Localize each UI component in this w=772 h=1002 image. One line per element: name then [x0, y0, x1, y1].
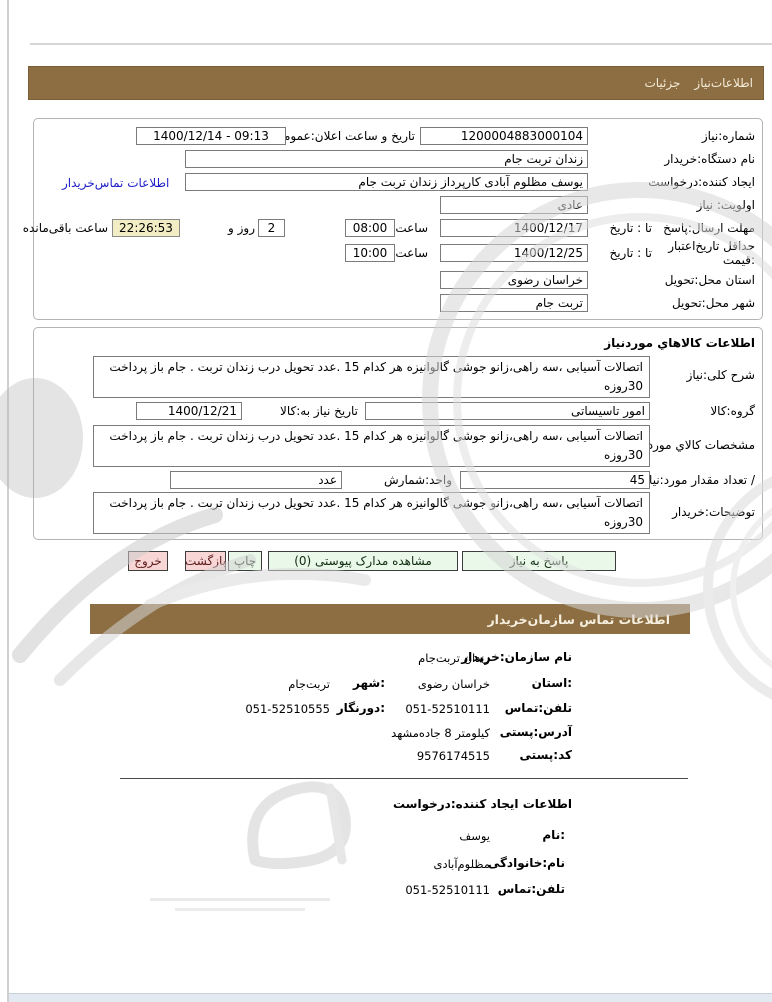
price-validity-label-line2: :قیمت	[722, 253, 755, 267]
exit-button[interactable]: خروج	[128, 551, 168, 571]
org-phone-value: 051-52510111	[405, 702, 490, 716]
creator-first-name-label: :نام	[542, 828, 565, 842]
hours-remaining-label: ساعت باقی‌مانده	[22, 221, 108, 235]
priority-label: اولویت: نیاز	[696, 198, 755, 212]
delivery-province-field[interactable]	[440, 271, 588, 289]
tab-bar: اطلاعات‌نیاز جزئیات	[28, 66, 764, 100]
general-desc-box[interactable]: اتصالات آسیابی ،سه راهی،زانو جوشی گالوان…	[93, 356, 650, 398]
announce-datetime-label: تاریخ و ساعت اعلان:عمومی	[273, 129, 415, 143]
validity-date-field[interactable]	[440, 244, 588, 262]
deadline-date-field[interactable]	[440, 219, 588, 237]
section-divider	[120, 778, 688, 779]
priority-field[interactable]	[440, 196, 588, 214]
need-date-field[interactable]	[136, 402, 242, 420]
price-validity-label-line1: حداقل تاریخ‌اعتبار	[668, 239, 755, 253]
days-remaining-field[interactable]	[258, 219, 285, 237]
delivery-province-label: استان محل:تحویل	[664, 273, 755, 287]
delivery-city-label: شهر محل:تحویل	[671, 296, 755, 310]
countdown-timer: 22:26:53	[112, 219, 180, 237]
org-address-label: آدرس:پستی	[499, 725, 572, 739]
goods-section-title: اطلاعات کالاهاي موردنیاز	[604, 336, 755, 350]
creator-section-title: اطلاعات ایجاد کننده:درخواست	[392, 797, 572, 811]
creator-last-name-value: مظلوم‌آبادی	[433, 857, 490, 871]
need-number-label: شماره:نیاز	[701, 129, 755, 143]
org-fax-label: :دورنگار	[336, 701, 385, 715]
org-contact-header: اطلاعات تماس سازمان‌خریدار	[90, 604, 690, 634]
deadline-until-label: تا : تاریخ	[609, 221, 652, 235]
creator-phone-value: 051-52510111	[405, 883, 490, 897]
org-city-value: تربت‌جام	[288, 677, 330, 691]
delivery-city-field[interactable]	[440, 294, 588, 312]
deadline-time-field[interactable]	[345, 219, 395, 237]
buyer-name-label: نام دستگاه:خریدار	[664, 152, 755, 166]
org-name-label: نام سازمان:خریدار	[461, 650, 572, 664]
org-province-label: :استان	[531, 676, 572, 690]
bottom-scroll-strip[interactable]	[9, 993, 772, 1002]
buyer-notes-box[interactable]: اتصالات آسیابی ،سه راهی،زانو جوشی گالوان…	[93, 492, 650, 534]
view-attachments-button[interactable]: مشاهده مدارک پیوستی (0)	[268, 551, 458, 571]
back-button[interactable]: بازگشت	[185, 551, 226, 571]
org-fax-value: 051-52510555	[245, 702, 330, 716]
validity-hour-label: ساعت	[395, 246, 428, 260]
goods-group-label: گروه:کالا	[710, 404, 755, 418]
org-name-value: زندان تربت‌جام	[418, 651, 490, 665]
need-number-field[interactable]	[420, 127, 588, 145]
org-contact-header-title: اطلاعات تماس سازمان‌خریدار	[487, 611, 670, 627]
org-city-label: :شهر	[353, 676, 385, 690]
deadline-hour-label: ساعت	[395, 221, 428, 235]
creator-first-name-value: یوسف	[459, 829, 490, 843]
validity-time-field[interactable]	[345, 244, 395, 262]
need-date-label: تاریخ نیاز به:کالا	[280, 404, 358, 418]
quantity-field[interactable]	[460, 471, 650, 489]
print-button[interactable]: چاپ	[228, 551, 262, 571]
buyer-notes-label: توضیحات:خریدار	[672, 505, 755, 519]
announce-datetime-field[interactable]	[136, 127, 286, 145]
unit-field[interactable]	[170, 471, 342, 489]
request-creator-label: ایجاد کننده:درخواست	[648, 175, 755, 189]
quantity-label: / تعداد مقدار مورد:نیاز	[643, 473, 755, 487]
creator-last-name-label: نام:خانوادگی	[487, 856, 565, 870]
tab-need-info[interactable]: اطلاعات‌نیاز	[694, 76, 753, 90]
response-deadline-label: مهلت ارسال:پاسخ	[663, 221, 755, 235]
buyer-contact-link[interactable]: اطلاعات تماس‌خریدار	[62, 176, 170, 190]
unit-label: واحد:شمارش	[384, 473, 452, 487]
window-left-edge	[7, 0, 9, 1002]
org-postal-label: کد:پستی	[519, 748, 572, 762]
validity-until-label: تا : تاریخ	[609, 246, 652, 260]
goods-spec-box[interactable]: اتصالات آسیابی ،سه راهی،زانو جوشی گالوان…	[93, 425, 650, 467]
general-desc-label: شرح کلی:نیاز	[686, 368, 755, 382]
org-phone-label: تلفن:تماس	[504, 701, 572, 715]
days-and-label: روز و	[228, 221, 255, 235]
tab-details[interactable]: جزئیات	[644, 76, 681, 90]
org-address-value: کیلومتر 8 جاده‌مشهد	[391, 726, 490, 740]
goods-group-field[interactable]	[365, 402, 650, 420]
respond-button[interactable]: پاسخ به نیاز	[462, 551, 616, 571]
top-divider	[30, 43, 772, 45]
buyer-name-field[interactable]	[185, 150, 588, 168]
request-creator-field[interactable]	[185, 173, 588, 191]
creator-phone-label: تلفن:تماس	[497, 882, 565, 896]
org-postal-value: 9576174515	[416, 749, 490, 763]
org-province-value: خراسان رضوی	[417, 677, 490, 691]
